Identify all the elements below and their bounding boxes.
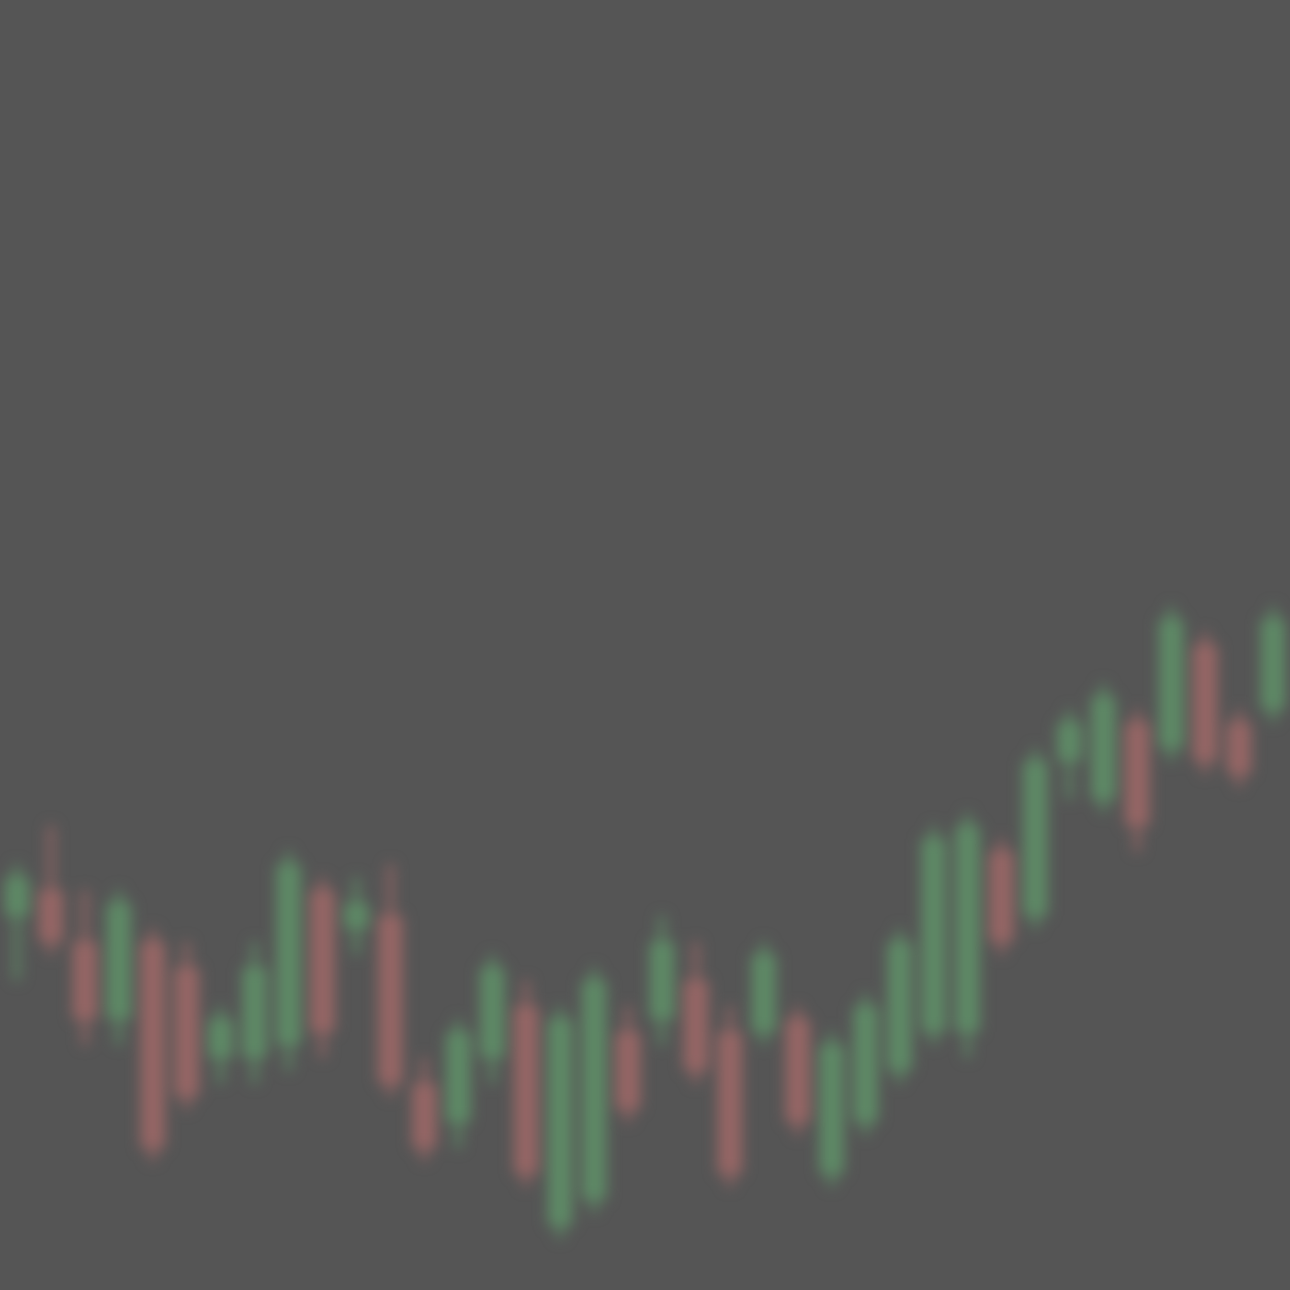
candle-body-up xyxy=(547,1019,573,1226)
candle xyxy=(1226,709,1252,787)
candle-body-up xyxy=(1023,761,1048,916)
candle xyxy=(989,838,1014,955)
candle xyxy=(106,890,132,1045)
candle xyxy=(72,890,98,1045)
candle-body-up xyxy=(887,941,912,1071)
candle xyxy=(1158,606,1184,762)
candle xyxy=(174,941,199,1110)
candle xyxy=(276,851,301,1071)
candle-body-down xyxy=(513,1006,539,1174)
candle xyxy=(921,825,946,1045)
candle xyxy=(853,993,878,1136)
candle-body-down xyxy=(615,1032,641,1110)
candle-body-up xyxy=(4,877,30,916)
candle xyxy=(683,941,709,1084)
candle xyxy=(344,877,369,955)
candle-body-down xyxy=(989,851,1014,942)
candle-body-up xyxy=(955,825,980,1032)
candle xyxy=(38,825,64,955)
candle-body-down xyxy=(1226,722,1252,774)
candle-body-down xyxy=(38,890,64,942)
candle-body-up xyxy=(242,967,267,1058)
candle-body-down xyxy=(174,967,199,1097)
candle xyxy=(785,1006,810,1136)
candle xyxy=(140,928,165,1161)
candle xyxy=(887,928,912,1084)
candle-body-up xyxy=(344,903,369,929)
candle-body-up xyxy=(106,903,132,1020)
candle-body-up xyxy=(853,1006,878,1123)
candle-body-down xyxy=(717,1032,743,1174)
candle xyxy=(649,915,675,1045)
candle xyxy=(208,1006,233,1084)
candle xyxy=(378,864,403,1097)
candle-body-up xyxy=(480,967,505,1058)
candle-body-up xyxy=(446,1032,471,1123)
candle-body-up xyxy=(819,1044,844,1174)
candle xyxy=(1057,709,1082,800)
candle-body-up xyxy=(1057,722,1082,762)
candle-body-down xyxy=(310,890,335,1032)
candle xyxy=(310,877,335,1058)
candle xyxy=(547,1006,573,1239)
candle xyxy=(446,1019,471,1149)
candle-body-up xyxy=(1260,619,1286,710)
candle xyxy=(1260,606,1286,723)
candle-body-down xyxy=(1125,722,1150,826)
candle xyxy=(717,1006,743,1187)
candle-body-up xyxy=(751,954,777,1032)
candle xyxy=(1091,683,1116,813)
candle xyxy=(513,980,539,1187)
candle xyxy=(615,1006,641,1123)
candle-body-down xyxy=(785,1019,810,1123)
candle xyxy=(480,954,505,1084)
candle xyxy=(4,864,30,981)
candle-body-up xyxy=(581,980,607,1200)
candle-body-up xyxy=(921,838,946,1032)
candle-body-up xyxy=(1091,696,1116,800)
candle-body-down xyxy=(683,980,709,1071)
candle-body-up xyxy=(1158,619,1184,749)
candle-body-down xyxy=(1192,645,1218,762)
candle-body-down xyxy=(378,915,403,1084)
candle xyxy=(581,967,607,1213)
candle xyxy=(751,941,777,1045)
candle-body-up xyxy=(276,864,301,1045)
candle xyxy=(1125,709,1150,852)
candle xyxy=(412,1057,437,1161)
candle xyxy=(955,812,980,1058)
candle xyxy=(242,941,267,1084)
candle-body-down xyxy=(412,1083,437,1149)
candle-body-down xyxy=(140,941,165,1149)
candle-body-up xyxy=(649,941,675,1020)
candle xyxy=(1192,632,1218,774)
candle xyxy=(1023,748,1048,929)
candle-body-down xyxy=(72,941,98,1020)
candle xyxy=(819,1032,844,1187)
candle-body-up xyxy=(208,1019,233,1058)
